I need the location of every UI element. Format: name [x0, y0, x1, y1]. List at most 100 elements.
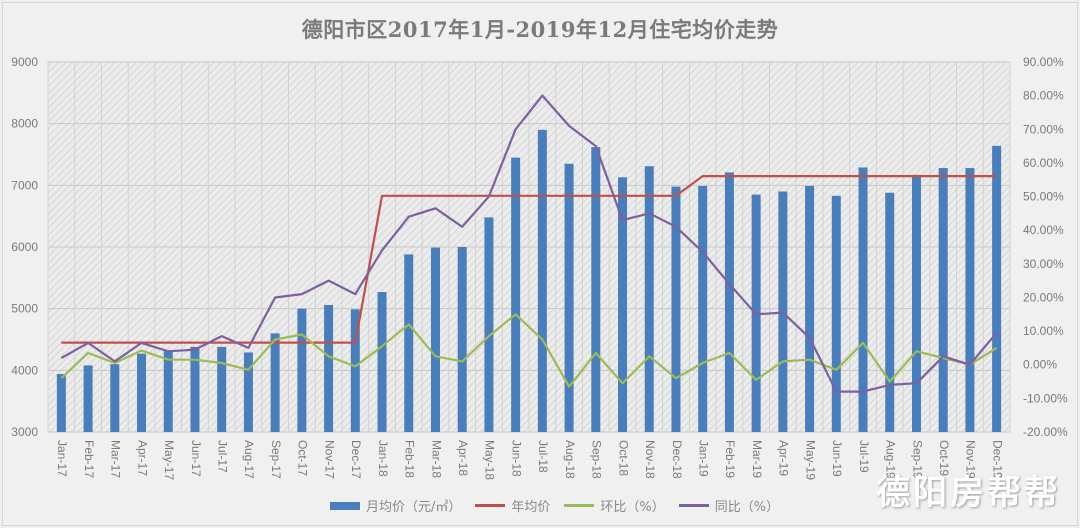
svg-text:Jun-17: Jun-17 [189, 440, 203, 477]
svg-text:5000: 5000 [11, 302, 38, 316]
chart-title: 德阳市区2017年1月-2019年12月住宅均价走势 [301, 17, 779, 42]
svg-text:8000: 8000 [11, 117, 38, 131]
legend-label: 月均价（元/㎡） [366, 500, 462, 515]
svg-text:6000: 6000 [11, 240, 38, 254]
bar [484, 217, 494, 432]
bar [537, 129, 547, 433]
svg-text:10.00%: 10.00% [1023, 324, 1064, 338]
svg-text:60.00%: 60.00% [1023, 156, 1064, 170]
bar [83, 365, 93, 432]
svg-text:0.00%: 0.00% [1023, 358, 1057, 372]
bar-swatch-icon [330, 501, 360, 510]
svg-text:Nov-19: Nov-19 [964, 440, 978, 479]
legend: 月均价（元/㎡） 年均价 环比（%） 同比（%） [330, 496, 779, 515]
svg-text:4000: 4000 [11, 363, 38, 377]
bar [56, 374, 66, 432]
svg-text:3000: 3000 [11, 425, 38, 439]
legend-item-annual-avg: 年均价 [475, 496, 550, 515]
svg-text:Sep-18: Sep-18 [590, 440, 604, 479]
svg-text:9000: 9000 [11, 55, 38, 69]
bar [297, 308, 307, 432]
svg-text:Sep-19: Sep-19 [910, 440, 924, 479]
bar [377, 292, 387, 432]
svg-text:Jan-18: Jan-18 [376, 440, 390, 477]
svg-text:20.00%: 20.00% [1023, 290, 1064, 304]
bar [350, 309, 360, 432]
bar [885, 192, 895, 432]
svg-text:70.00%: 70.00% [1023, 122, 1064, 136]
legend-label: 年均价 [511, 500, 551, 515]
svg-text:Nov-18: Nov-18 [643, 440, 657, 479]
svg-text:Jul-18: Jul-18 [536, 440, 550, 473]
bar [858, 167, 868, 432]
svg-text:50.00%: 50.00% [1023, 190, 1064, 204]
bar [805, 185, 815, 432]
svg-text:Mar-19: Mar-19 [750, 440, 764, 478]
bar [243, 352, 253, 432]
svg-text:Feb-18: Feb-18 [403, 440, 417, 478]
svg-text:90.00%: 90.00% [1023, 55, 1064, 69]
gridlines [47, 61, 1011, 433]
bar [992, 145, 1002, 432]
bar [404, 254, 414, 432]
left-y-axis: 9000 8000 7000 6000 5000 4000 3000 [11, 55, 38, 439]
svg-text:Jul-19: Jul-19 [857, 440, 871, 473]
legend-item-yoy: 同比（%） [678, 496, 780, 515]
svg-text:-10.00%: -10.00% [1023, 391, 1068, 405]
legend-item-mom: 环比（%） [564, 496, 665, 515]
svg-text:Aug-19: Aug-19 [884, 440, 898, 479]
svg-text:Sep-17: Sep-17 [269, 440, 283, 479]
svg-text:Aug-17: Aug-17 [242, 440, 256, 479]
bar [137, 353, 147, 432]
bar [110, 364, 120, 432]
svg-text:Mar-18: Mar-18 [429, 440, 443, 478]
bar [911, 174, 921, 432]
svg-text:May-19: May-19 [803, 440, 817, 480]
watermark-text: 德阳房帮帮 [876, 473, 1061, 513]
svg-text:Nov-17: Nov-17 [322, 440, 336, 479]
svg-text:Feb-17: Feb-17 [82, 440, 96, 478]
bar [270, 333, 280, 432]
bar [831, 195, 841, 432]
svg-text:Dec-17: Dec-17 [349, 440, 363, 479]
series-lines [60, 94, 998, 393]
svg-text:Jan-17: Jan-17 [55, 440, 69, 477]
bar [698, 185, 708, 432]
bar [671, 186, 681, 432]
svg-text:80.00%: 80.00% [1023, 89, 1064, 103]
bar [430, 247, 440, 432]
svg-text:Jan-19: Jan-19 [697, 440, 711, 477]
svg-text:May-17: May-17 [162, 440, 176, 480]
svg-text:7000: 7000 [11, 178, 38, 192]
bar [457, 247, 467, 432]
svg-text:Oct-19: Oct-19 [937, 440, 951, 476]
svg-text:Dec-19: Dec-19 [990, 440, 1004, 479]
bar [324, 304, 334, 432]
svg-text:May-18: May-18 [483, 440, 497, 480]
line-swatch-icon [564, 504, 595, 507]
right-y-axis: 90.00% 80.00% 70.00% 60.00% 50.00% 40.00% 30.0… [1023, 55, 1068, 439]
svg-text:Apr-17: Apr-17 [135, 440, 149, 476]
svg-text:Apr-19: Apr-19 [777, 440, 791, 476]
bar [190, 346, 200, 432]
series-line [61, 175, 997, 344]
bar [217, 346, 227, 432]
svg-text:Aug-18: Aug-18 [563, 440, 577, 479]
bar [511, 157, 521, 433]
bar [644, 166, 654, 432]
svg-text:Jul-17: Jul-17 [216, 440, 230, 473]
bar [938, 168, 948, 433]
bar [564, 163, 574, 432]
svg-text:Feb-19: Feb-19 [723, 440, 737, 478]
svg-text:30.00%: 30.00% [1023, 257, 1064, 271]
bar [591, 147, 601, 432]
legend-label: 环比（%） [600, 500, 665, 515]
legend-label: 同比（%） [714, 500, 780, 515]
bar [618, 177, 628, 432]
bar [163, 349, 173, 432]
series-line [60, 94, 998, 393]
svg-text:Jun-19: Jun-19 [830, 440, 844, 477]
bar [724, 172, 734, 432]
svg-text:Dec-18: Dec-18 [670, 440, 684, 479]
